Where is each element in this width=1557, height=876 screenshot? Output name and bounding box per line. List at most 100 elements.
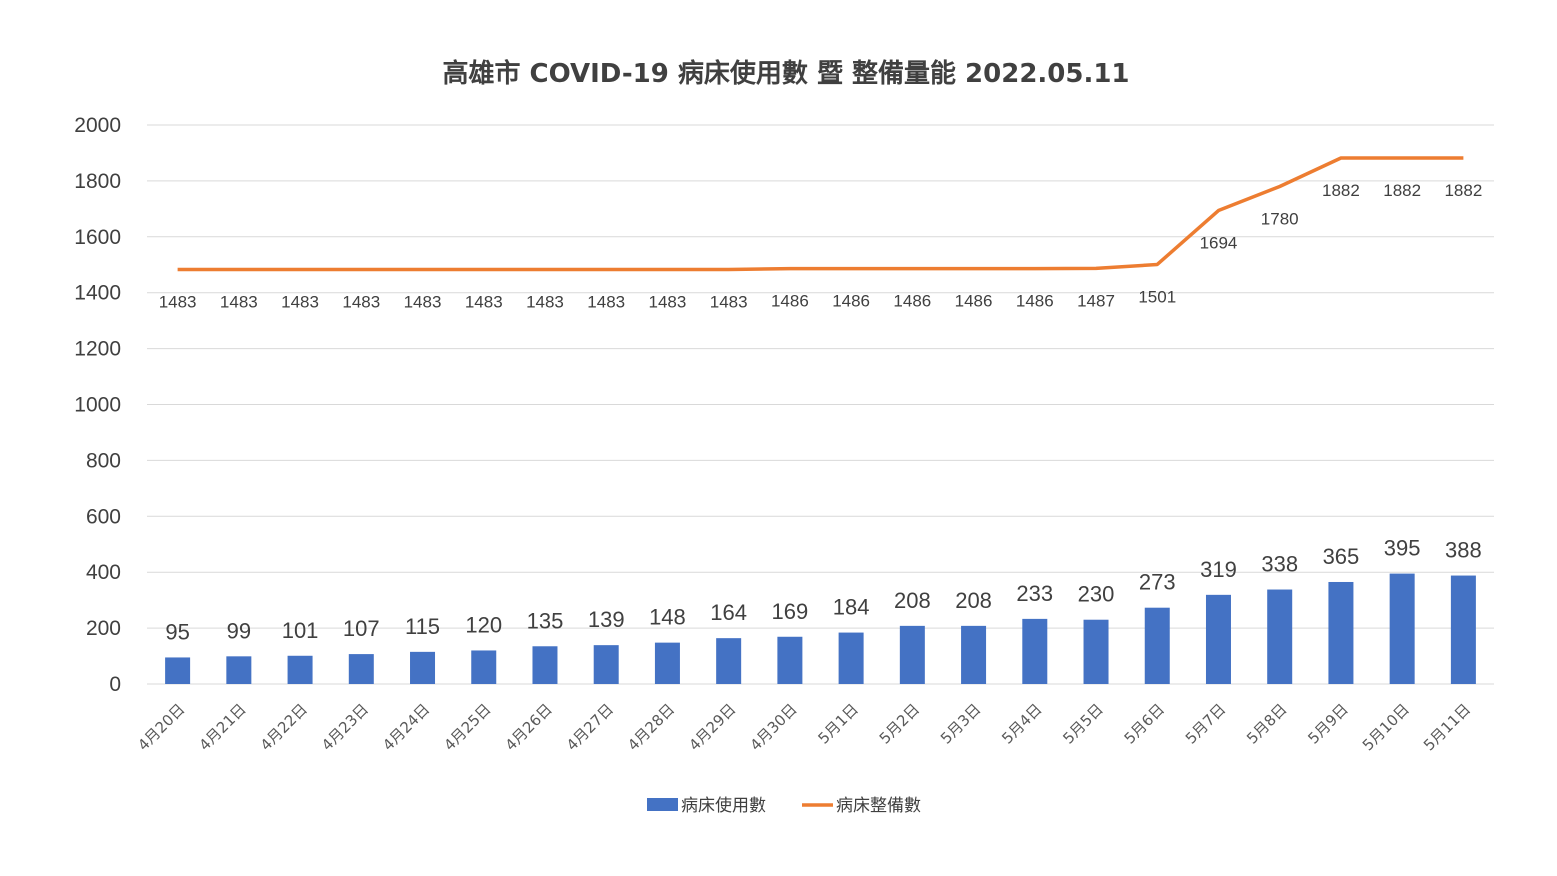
y-tick-label: 1000 [74, 394, 121, 417]
bar-data-label: 208 [955, 588, 992, 613]
y-tick-label: 200 [86, 617, 121, 640]
x-tick-label: 4月22日 [257, 700, 311, 754]
bar-data-label: 338 [1261, 552, 1298, 577]
line-data-label: 1882 [1383, 181, 1421, 200]
line-data-labels: 1483 1483 1483 1483 1483 1483 1483 1483 1483 1483… [159, 181, 1483, 312]
x-tick-label: 5月1日 [814, 700, 861, 747]
bar-data-label: 273 [1139, 570, 1176, 595]
line-data-label: 1483 [465, 293, 503, 312]
bar [1267, 589, 1293, 684]
x-tick-label: 5月11日 [1420, 700, 1474, 754]
y-tick-label: 1800 [74, 170, 121, 193]
bar-series [165, 573, 1476, 684]
y-tick-label: 2000 [74, 114, 121, 137]
line-data-label: 1882 [1444, 181, 1482, 200]
bar-data-label: 230 [1078, 582, 1115, 607]
bar-data-label: 169 [772, 599, 809, 624]
legend-label-line: 病床整備數 [836, 796, 921, 816]
bar-data-label: 99 [227, 618, 251, 643]
x-tick-label: 5月3日 [937, 700, 984, 747]
bar-data-label: 120 [465, 612, 502, 637]
line-data-label: 1486 [955, 292, 993, 311]
bar [1450, 575, 1476, 684]
bar [654, 642, 680, 684]
bar-data-label: 101 [282, 618, 319, 643]
line-data-label: 1486 [1016, 292, 1054, 311]
y-axis-ticks: 0 200 400 600 800 1000 1200 1400 1600 1800 2000 [74, 114, 121, 696]
bar [226, 656, 252, 684]
line-data-label: 1483 [404, 293, 442, 312]
x-axis-ticks: 4月20日 4月21日 4月22日 4月23日 4月24日 4月25日 4月26日 4月27日… [134, 700, 1474, 754]
line-data-label: 1501 [1138, 287, 1176, 306]
line-data-label: 1486 [771, 292, 809, 311]
bar [1144, 607, 1170, 684]
bar-data-labels: 95 99 101 107 115 120 135 139 148 164 169 184 208 208… [165, 536, 1481, 645]
line-data-label: 1483 [710, 293, 748, 312]
line-data-label: 1483 [342, 293, 380, 312]
x-tick-label: 4月24日 [379, 700, 433, 754]
line-data-label: 1780 [1261, 209, 1299, 228]
y-tick-label: 0 [109, 673, 121, 696]
bar [1083, 619, 1109, 684]
bar-data-label: 115 [405, 614, 440, 639]
x-tick-label: 4月29日 [685, 700, 739, 754]
bar [1389, 573, 1415, 684]
bar-data-label: 135 [527, 608, 564, 633]
bar [471, 650, 497, 684]
x-tick-label: 5月7日 [1182, 700, 1229, 747]
line-data-label: 1487 [1077, 291, 1115, 310]
bar [961, 625, 987, 684]
bar-data-label: 233 [1016, 581, 1053, 606]
line-data-label: 1486 [893, 292, 931, 311]
line-data-label: 1483 [526, 293, 564, 312]
bar-data-label: 139 [588, 607, 625, 632]
bar [777, 636, 803, 684]
line-data-label: 1483 [281, 293, 319, 312]
line-data-label: 1483 [649, 293, 687, 312]
x-tick-label: 4月20日 [134, 700, 188, 754]
bar-data-label: 395 [1384, 536, 1421, 561]
x-tick-label: 5月10日 [1359, 700, 1413, 754]
bar [593, 645, 619, 684]
bar [410, 651, 436, 684]
line-data-label: 1694 [1200, 234, 1238, 253]
x-tick-label: 5月8日 [1243, 700, 1290, 747]
bar-data-label: 388 [1445, 538, 1482, 563]
bar-data-label: 95 [165, 619, 189, 644]
bar [899, 625, 925, 684]
bar [838, 632, 864, 684]
x-tick-label: 4月26日 [502, 700, 556, 754]
x-tick-label: 4月28日 [624, 700, 678, 754]
bar [1328, 581, 1354, 684]
bar-data-label: 148 [649, 605, 686, 630]
gridlines [147, 124, 1494, 685]
x-tick-label: 4月27日 [563, 700, 617, 754]
bar-data-label: 319 [1200, 557, 1237, 582]
bar [165, 657, 191, 684]
bar [1205, 594, 1231, 684]
legend-label-bar: 病床使用數 [681, 795, 766, 816]
y-tick-label: 400 [86, 561, 121, 584]
line-data-label: 1483 [220, 293, 258, 312]
capacity-line [177, 156, 1464, 272]
bar-data-label: 208 [894, 588, 931, 613]
x-tick-label: 4月30日 [747, 700, 801, 754]
bar [348, 654, 374, 684]
y-tick-label: 800 [86, 449, 121, 472]
x-tick-label: 5月5日 [1059, 700, 1106, 747]
x-tick-label: 5月9日 [1304, 700, 1351, 747]
x-tick-label: 4月21日 [195, 700, 249, 754]
chart-title: 高雄市 COVID-19 病床使用數 暨 整備量能 2022.05.11 [442, 58, 1129, 89]
y-tick-label: 1400 [74, 282, 121, 305]
x-tick-label: 4月25日 [440, 700, 494, 754]
line-data-label: 1882 [1322, 181, 1360, 200]
bar-data-label: 107 [343, 616, 380, 641]
y-tick-label: 600 [86, 505, 121, 528]
line-series [177, 156, 1464, 272]
legend: 病床使用數 病床整備數 [647, 795, 921, 816]
y-tick-label: 1200 [74, 338, 121, 361]
line-data-label: 1483 [159, 293, 197, 312]
y-tick-label: 1600 [74, 226, 121, 249]
